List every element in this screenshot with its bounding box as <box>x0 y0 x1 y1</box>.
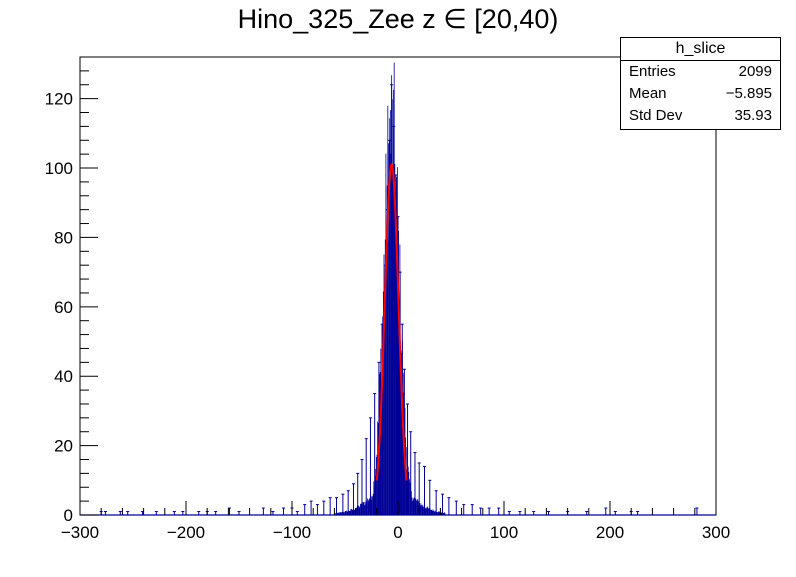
y-tick-label: 120 <box>45 90 73 109</box>
stats-mean-label: Mean <box>629 85 667 102</box>
y-tick-label: 60 <box>54 298 73 317</box>
x-tick-label: −200 <box>167 523 205 542</box>
stats-entries-label: Entries <box>629 63 676 80</box>
x-axis: −300 −200 −100 0 100 200 300 <box>61 501 730 542</box>
stats-stddev-label: Std Dev <box>629 107 683 124</box>
y-tick-label: 40 <box>54 367 73 386</box>
stats-box: h_slice Entries 2099 Mean −5.895 Std Dev… <box>620 37 781 130</box>
fit-curve-layer <box>375 163 408 481</box>
stats-row-stddev: Std Dev 35.93 <box>621 105 780 127</box>
stats-stddev-value: 35.93 <box>734 107 772 124</box>
stats-entries-value: 2099 <box>738 63 772 80</box>
y-tick-label: 80 <box>54 228 73 247</box>
stats-box-title: h_slice <box>621 38 780 61</box>
x-tick-label: −100 <box>273 523 311 542</box>
y-tick-label: 20 <box>54 437 73 456</box>
stats-row-entries: Entries 2099 <box>621 61 780 83</box>
x-tick-label: 100 <box>490 523 518 542</box>
stats-mean-value: −5.895 <box>725 85 772 102</box>
y-tick-label: 0 <box>64 506 73 525</box>
x-tick-label: 200 <box>596 523 624 542</box>
stats-row-mean: Mean −5.895 <box>621 83 780 105</box>
x-tick-label: 300 <box>702 523 730 542</box>
y-axis: 0 20 40 60 80 100 120 <box>45 56 98 525</box>
gaussian-fit-curve <box>375 163 408 481</box>
x-tick-label: −300 <box>61 523 99 542</box>
y-tick-label: 100 <box>45 159 73 178</box>
x-tick-label: 0 <box>393 523 402 542</box>
chart-title: Hino_325_Zee z ∈ [20,40) <box>237 4 559 34</box>
